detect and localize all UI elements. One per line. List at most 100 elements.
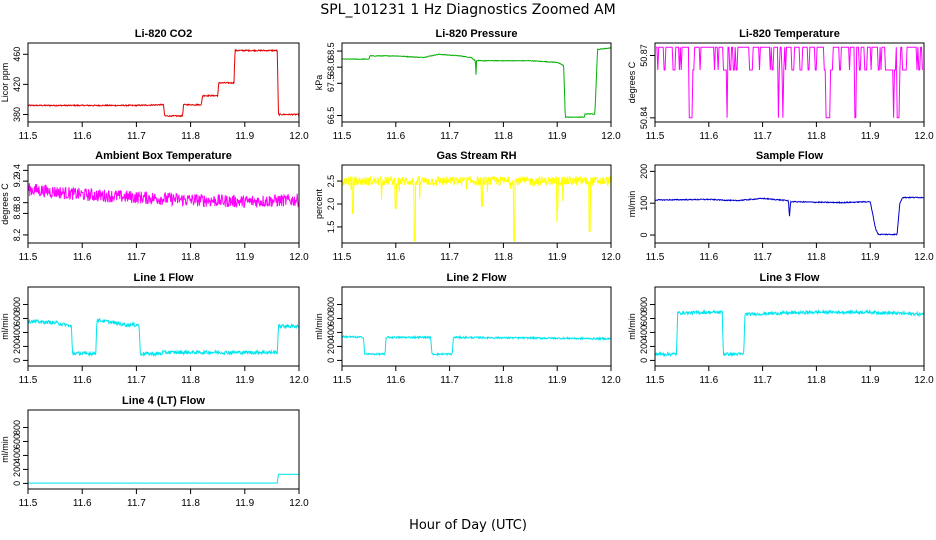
y-tick-label: 200: [12, 339, 22, 354]
y-tick-label: 9.4: [12, 164, 22, 177]
chart-title: Li-820 CO2: [135, 28, 192, 40]
x-tick-label: 12.0: [914, 131, 934, 142]
y-tick-label: 400: [12, 325, 22, 340]
x-tick-label: 11.6: [699, 131, 718, 142]
y-tick-label: 200: [639, 164, 649, 179]
x-tick-label: 11.5: [19, 131, 38, 142]
chart-title: Line 3 Flow: [760, 272, 820, 284]
x-tick-label: 11.5: [333, 375, 352, 386]
x-tick-label: 11.8: [181, 375, 200, 386]
y-tick-label: 66.5: [326, 107, 336, 125]
x-tick-label: 11.8: [494, 131, 513, 142]
series-line-1: [28, 48, 299, 118]
x-tick-label: 11.5: [333, 252, 352, 263]
chart-panel-4: Ambient Box Temperature 11.5 11.6 11.7 11.8 1…: [0, 150, 309, 263]
x-tick-label: 11.9: [235, 131, 254, 142]
chart-panel-6: Sample Flow 11.5 11.6 11.7 11.8 11.9 12.0 0 100 2…: [627, 150, 934, 263]
y-tick-label: 8.2: [12, 229, 22, 242]
x-tick-label: 11.6: [699, 375, 718, 386]
plot-frame: [27, 42, 300, 123]
x-tick-label: 11.8: [181, 498, 200, 509]
x-tick-label: 12.0: [601, 131, 621, 142]
chart-panel-8: Line 2 Flow 11.5 11.6 11.7 11.8 11.9 12.0 0 2004…: [314, 272, 621, 386]
x-tick-label: 11.6: [73, 131, 92, 142]
plot-frame: [654, 286, 925, 367]
x-tick-label: 11.9: [235, 375, 254, 386]
y-tick-label: 800: [326, 297, 336, 312]
x-tick-label: 11.8: [807, 375, 826, 386]
x-tick-label: 12.0: [914, 375, 934, 386]
chart-title: Line 4 (LT) Flow: [122, 395, 205, 407]
plot-frame: [27, 409, 300, 490]
page-title: SPL_101231 1 Hz Diagnostics Zoomed AM: [320, 2, 616, 18]
x-tick-label: 12.0: [289, 252, 309, 263]
x-tick-label: 11.8: [807, 131, 826, 142]
chart-title: Gas Stream RH: [436, 150, 516, 162]
shared-x-axis-label: Hour of Day (UTC): [409, 518, 527, 533]
y-axis-label: percent: [314, 188, 324, 219]
plot-frame: [341, 286, 612, 367]
y-tick-label: 200: [12, 462, 22, 477]
x-tick-label: 12.0: [601, 375, 621, 386]
chart-title: Li-820 Pressure: [436, 28, 518, 40]
x-tick-label: 11.6: [386, 131, 405, 142]
y-tick-label: 9.2: [12, 175, 22, 188]
y-tick-label: 800: [639, 297, 649, 312]
y-axis-label: degrees C: [0, 183, 10, 225]
y-tick-label: 400: [12, 448, 22, 463]
y-tick-label: 200: [639, 339, 649, 354]
chart-panel-5: Gas Stream RH 11.5 11.6 11.7 11.8 11.9 12.0 1.5…: [314, 150, 621, 263]
x-tick-label: 11.9: [861, 375, 880, 386]
y-tick-label: 800: [12, 420, 22, 435]
y-axis-label: Licor ppm: [0, 63, 10, 103]
x-tick-label: 11.9: [235, 252, 254, 263]
x-tick-label: 11.8: [807, 252, 826, 263]
y-tick-label: 100: [639, 196, 649, 211]
x-tick-label: 11.9: [235, 498, 254, 509]
x-tick-label: 11.5: [646, 375, 665, 386]
series-line-1: [655, 195, 924, 236]
x-tick-label: 11.9: [548, 375, 567, 386]
x-tick-label: 11.9: [548, 252, 567, 263]
chart-panel-3: Li-820 Temperature 11.5 11.6 11.7 11.8 11.9 12…: [627, 28, 934, 142]
x-tick-label: 11.5: [646, 252, 665, 263]
y-axis-label: degrees C: [627, 61, 637, 103]
x-tick-label: 11.5: [646, 131, 665, 142]
x-tick-label: 11.6: [386, 375, 405, 386]
x-tick-label: 11.7: [753, 252, 772, 263]
chart-title: Li-820 Temperature: [739, 28, 840, 40]
chart-panel-2: Li-820 Pressure 11.5 11.6 11.7 11.8 11.9 12.0 6…: [314, 28, 621, 142]
x-tick-label: 11.7: [440, 131, 459, 142]
y-axis-label: ml/min: [627, 313, 637, 340]
y-tick-label: 50.87: [639, 44, 649, 67]
y-tick-label: 600: [12, 311, 22, 326]
x-tick-label: 11.7: [440, 375, 459, 386]
y-axis-label: kPa: [314, 75, 324, 91]
x-tick-label: 11.6: [386, 252, 405, 263]
x-tick-label: 11.6: [699, 252, 718, 263]
y-tick-label: 0: [12, 481, 22, 486]
series-line-1: [28, 473, 299, 484]
y-tick-label: 800: [12, 297, 22, 312]
x-tick-label: 11.7: [127, 252, 146, 263]
y-tick-label: 200: [326, 339, 336, 354]
y-tick-label: 600: [326, 311, 336, 326]
x-tick-label: 11.5: [19, 498, 38, 509]
y-tick-label: 400: [639, 325, 649, 340]
series-line-1: [656, 46, 923, 119]
series-line-1: [28, 317, 299, 358]
series-line-1: [342, 47, 611, 119]
y-tick-label: 380: [12, 107, 22, 122]
y-tick-label: 68.0: [326, 58, 336, 76]
series-line-1: [28, 183, 299, 209]
plot-frame: [341, 42, 612, 123]
chart-title: Line 2 Flow: [447, 272, 507, 284]
y-tick-label: 2.5: [326, 175, 336, 188]
chart-panel-1: Li-820 CO2 11.5 11.6 11.7 11.8 11.9 12.0 380 420…: [0, 28, 309, 142]
series-line-1: [342, 334, 611, 357]
x-tick-label: 12.0: [289, 498, 309, 509]
series-line-1: [342, 175, 611, 242]
plot-frame: [27, 286, 300, 367]
plot-frame: [654, 42, 925, 123]
x-tick-label: 11.8: [494, 375, 513, 386]
